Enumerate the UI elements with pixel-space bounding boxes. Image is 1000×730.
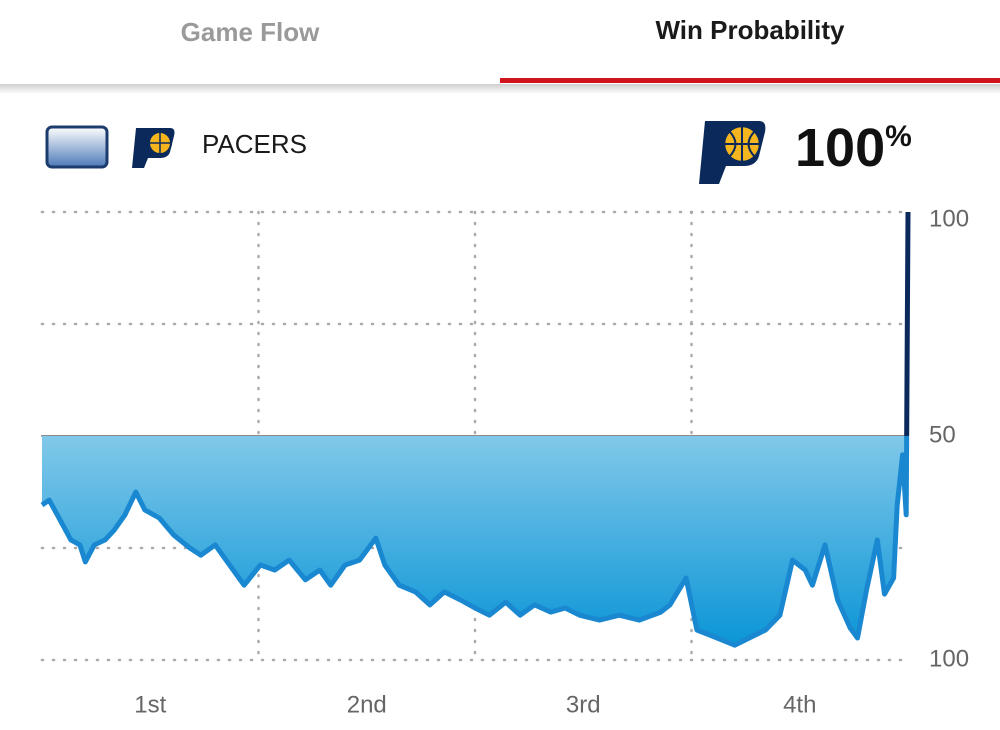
x-tick-label: 1st xyxy=(134,691,166,718)
y-tick-label: 50 xyxy=(929,421,956,448)
x-tick-label: 3rd xyxy=(566,691,601,718)
x-tick-label: 4th xyxy=(783,691,816,718)
plot: 100 50 100 1st 2nd 3rd 4th xyxy=(40,205,969,718)
legend-swatch xyxy=(45,125,109,169)
tab-game-flow[interactable]: Game Flow xyxy=(181,17,320,47)
y-tick-label: 100 xyxy=(929,205,969,232)
team-logo-large xyxy=(699,121,766,184)
tab-win-probability[interactable]: Win Probability xyxy=(656,15,846,45)
team-logo-small xyxy=(132,128,175,168)
x-tick-label: 2nd xyxy=(347,691,387,718)
win-probability-line xyxy=(40,436,910,648)
header-shadow xyxy=(0,84,1000,94)
win-percentage-unit: % xyxy=(885,120,912,153)
y-tick-label: 100 xyxy=(929,645,969,672)
team-name: PACERS xyxy=(202,129,307,159)
win-percentage-value: 100 xyxy=(795,118,885,178)
win-percentage: 100% xyxy=(795,118,912,178)
active-tab-indicator xyxy=(500,78,1000,83)
